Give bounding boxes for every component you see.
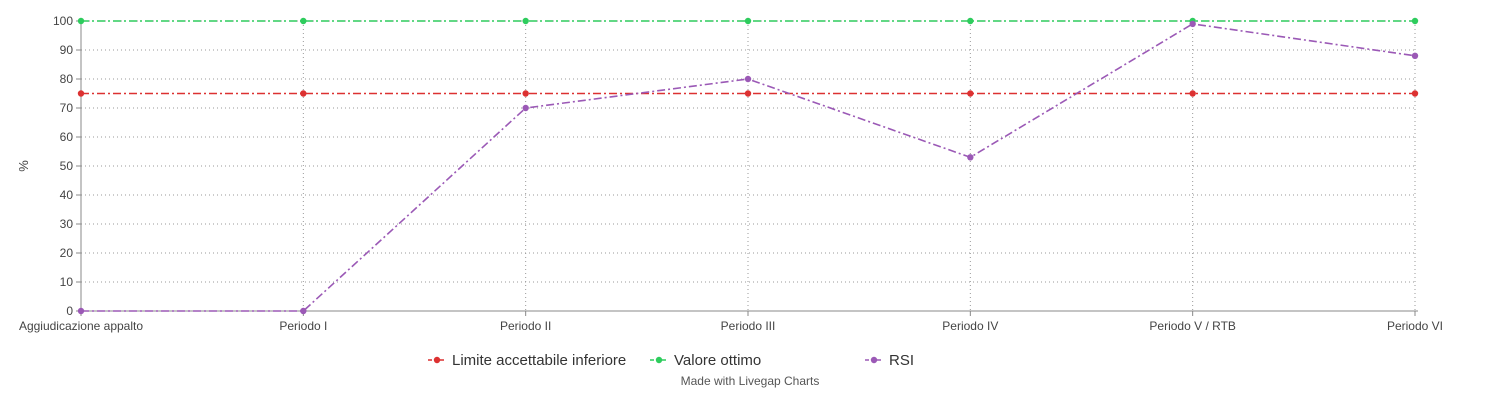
- legend[interactable]: Limite accettabile inferiore Valore ottim…: [428, 352, 914, 369]
- data-point[interactable]: [967, 17, 974, 25]
- data-point[interactable]: [744, 90, 752, 97]
- y-tick-label: 70: [60, 101, 74, 115]
- credit-label: Made with Livegap Charts: [681, 374, 820, 388]
- y-tick-label: 60: [60, 130, 74, 144]
- legend-label: Limite accettabile inferiore: [452, 352, 626, 369]
- data-point[interactable]: [522, 17, 529, 25]
- x-tick-label: Periodo III: [721, 319, 776, 333]
- data-point[interactable]: [744, 17, 752, 25]
- data-point[interactable]: [1411, 17, 1419, 25]
- legend-item[interactable]: RSI: [865, 352, 914, 369]
- data-point[interactable]: [744, 75, 752, 83]
- data-point[interactable]: [77, 90, 85, 97]
- legend-label: Valore ottimo: [674, 352, 761, 369]
- y-tick-label: 80: [60, 72, 74, 86]
- y-tick-label: 50: [60, 159, 74, 173]
- series-1: [77, 17, 1419, 25]
- grid: [81, 20, 1416, 311]
- data-point[interactable]: [1411, 52, 1419, 59]
- x-tick-label: Periodo I: [279, 319, 327, 333]
- legend-swatch-point: [870, 356, 878, 364]
- x-tick-label: Periodo VI: [1387, 319, 1443, 333]
- y-tick-label: 40: [60, 188, 74, 202]
- series-line: [81, 23, 1416, 312]
- y-tick-label: 100: [53, 14, 73, 28]
- data-point[interactable]: [300, 90, 307, 97]
- y-tick-label: 0: [66, 304, 73, 318]
- data-point[interactable]: [300, 307, 307, 315]
- x-tick-label: Periodo IV: [942, 319, 998, 333]
- y-tick-label: 20: [60, 246, 74, 260]
- series-group: [77, 17, 1419, 315]
- axes: 0 10 20 30 40 50 60 70 80 90 100 Aggiudicazione app…: [16, 14, 1443, 333]
- data-point[interactable]: [1411, 90, 1419, 97]
- data-point[interactable]: [1189, 90, 1196, 97]
- legend-item[interactable]: Limite accettabile inferiore: [428, 352, 626, 369]
- x-tick-label: Periodo V / RTB: [1149, 319, 1235, 333]
- data-point[interactable]: [522, 90, 529, 97]
- x-tick-label: Aggiudicazione appalto: [19, 319, 143, 333]
- data-point[interactable]: [967, 154, 974, 161]
- data-point[interactable]: [522, 104, 529, 112]
- data-point[interactable]: [967, 90, 974, 97]
- data-point[interactable]: [300, 17, 307, 25]
- legend-label: RSI: [889, 352, 914, 369]
- x-tick-label: Periodo II: [500, 319, 551, 333]
- legend-item[interactable]: Valore ottimo: [650, 352, 761, 369]
- data-point[interactable]: [77, 307, 85, 315]
- series-2: [77, 20, 1419, 315]
- y-tick-label: 30: [60, 217, 74, 231]
- data-point[interactable]: [77, 17, 85, 25]
- series-0: [77, 90, 1419, 97]
- legend-swatch-point: [433, 356, 441, 364]
- legend-swatch-point: [655, 356, 663, 364]
- y-tick-label: 10: [60, 275, 74, 289]
- y-axis-title: %: [16, 160, 31, 172]
- data-point[interactable]: [1189, 20, 1196, 28]
- y-tick-label: 90: [60, 43, 74, 57]
